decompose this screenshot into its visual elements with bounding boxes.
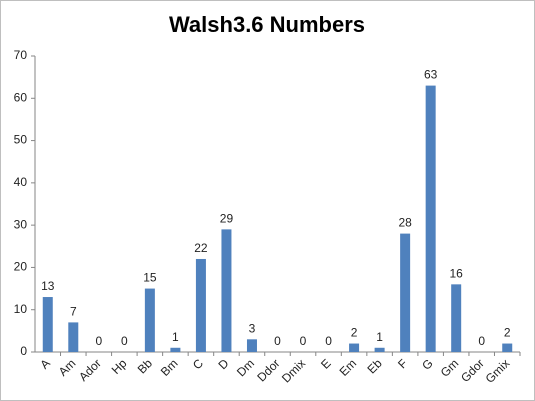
bar — [425, 85, 436, 352]
y-tick-label: 0 — [20, 344, 27, 358]
y-tick-label: 70 — [14, 48, 28, 62]
bar — [144, 288, 155, 352]
data-label: 0 — [121, 334, 128, 348]
data-label: 7 — [70, 304, 77, 318]
data-label: 0 — [274, 334, 281, 348]
data-label: 0 — [325, 334, 332, 348]
data-label: 29 — [220, 211, 234, 225]
bar — [349, 343, 360, 352]
data-label: 0 — [95, 334, 102, 348]
chart-title: Walsh3.6 Numbers — [169, 12, 365, 37]
y-tick-label: 10 — [14, 302, 28, 316]
data-label: 13 — [41, 279, 55, 293]
data-label: 2 — [351, 326, 358, 340]
data-label: 16 — [450, 266, 464, 280]
data-label: 1 — [172, 330, 179, 344]
bar — [374, 347, 385, 352]
bar — [502, 343, 513, 352]
data-label: 0 — [300, 334, 307, 348]
data-label: 3 — [249, 321, 256, 335]
data-label: 15 — [143, 271, 157, 285]
bar — [170, 347, 181, 352]
bar — [42, 297, 53, 352]
data-label: 63 — [424, 68, 438, 82]
bar — [451, 284, 462, 352]
bar — [68, 322, 79, 352]
data-label: 1 — [376, 330, 383, 344]
data-label: 22 — [194, 241, 208, 255]
y-tick-label: 20 — [14, 260, 28, 274]
y-tick-label: 40 — [14, 175, 28, 189]
y-tick-label: 60 — [14, 90, 28, 104]
bar — [400, 233, 411, 352]
bar — [195, 258, 206, 352]
data-label: 28 — [398, 216, 412, 230]
data-label: 2 — [504, 326, 511, 340]
y-tick-label: 50 — [14, 133, 28, 147]
bar — [246, 339, 257, 352]
bar — [221, 229, 232, 352]
y-tick-label: 30 — [14, 217, 28, 231]
data-label: 0 — [478, 334, 485, 348]
